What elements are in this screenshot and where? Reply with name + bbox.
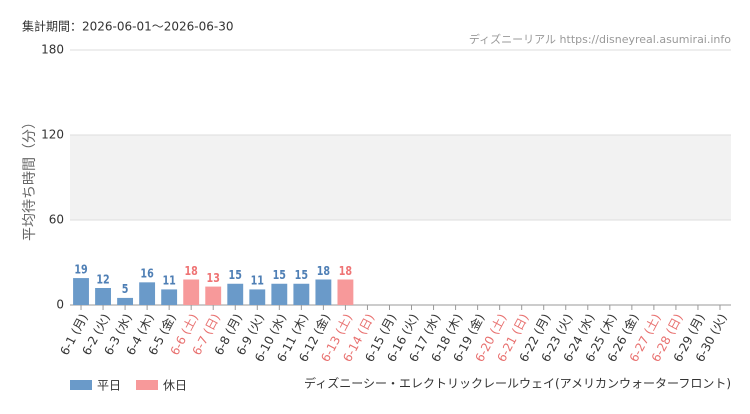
value-label: 18 <box>317 264 330 278</box>
y-tick-label: 180 <box>41 43 64 57</box>
attraction-name: ディズニーシー・エレクトリックレールウェイ(アメリカンウォーターフロント) <box>304 376 731 391</box>
value-label: 13 <box>207 271 220 285</box>
value-label: 18 <box>339 264 352 278</box>
value-label: 15 <box>273 268 286 282</box>
legend-label: 平日 <box>97 379 121 393</box>
value-label: 11 <box>162 274 175 288</box>
legend-swatch <box>70 380 92 390</box>
bar <box>315 279 332 305</box>
y-tick-label: 120 <box>41 128 64 142</box>
bar <box>227 283 244 305</box>
value-label: 11 <box>251 274 264 288</box>
bar <box>95 288 111 305</box>
bar <box>73 278 89 305</box>
bar <box>117 297 134 305</box>
bar <box>271 283 288 305</box>
bar <box>139 282 156 305</box>
bar <box>249 289 266 305</box>
value-label: 18 <box>185 264 198 278</box>
value-label: 5 <box>122 282 129 296</box>
bar <box>161 289 178 305</box>
y-axis-title: 平均待ち時間（分） <box>22 115 38 241</box>
value-label: 16 <box>140 267 153 281</box>
bar <box>205 286 222 305</box>
value-label: 19 <box>74 262 87 276</box>
value-label: 15 <box>229 268 242 282</box>
y-tick-label: 0 <box>56 298 64 312</box>
bar <box>293 283 310 305</box>
value-label: 12 <box>96 272 109 286</box>
legend-label: 休日 <box>163 379 187 393</box>
legend-swatch <box>136 380 158 390</box>
bar <box>337 279 354 305</box>
y-tick-label: 60 <box>49 213 64 227</box>
bar <box>183 279 200 305</box>
value-label: 15 <box>295 268 308 282</box>
background-band <box>70 135 731 220</box>
period: 集計期間：2026-06-01～2026-06-30 <box>22 19 233 34</box>
source: ディズニーリアル https://disneyreal.asumirai.inf… <box>469 32 731 46</box>
